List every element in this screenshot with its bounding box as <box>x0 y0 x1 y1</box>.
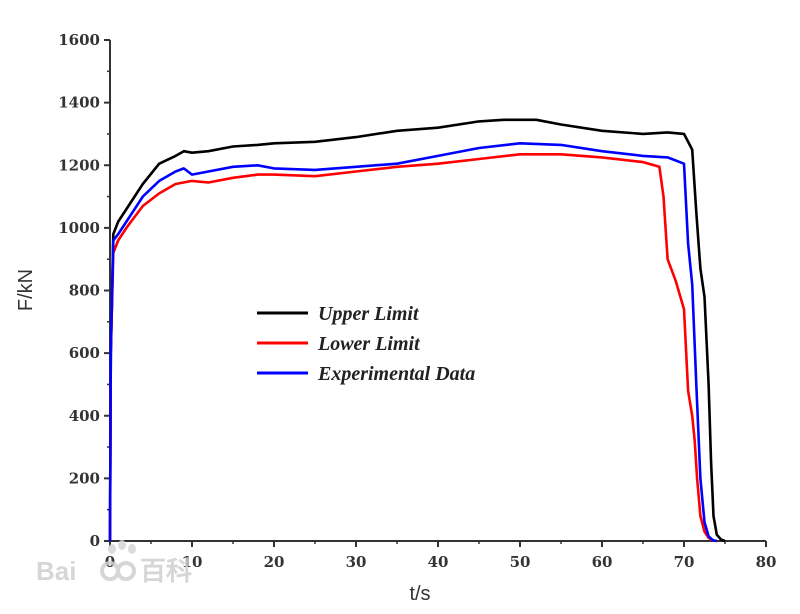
y-tick-label: 1200 <box>58 156 100 174</box>
y-axis-ticks: 0 200 400 600 800 1000 1200 1400 1600 <box>58 31 110 550</box>
y-tick-label: 400 <box>69 407 100 425</box>
x-tick-label: 60 <box>592 553 613 571</box>
x-tick-label: 40 <box>428 553 449 571</box>
axes <box>109 40 766 542</box>
y-tick-label: 1000 <box>58 219 100 237</box>
x-axis-ticks: 0 10 20 30 40 50 60 70 80 <box>105 541 777 571</box>
legend-label-experimental-data: Experimental Data <box>317 363 475 385</box>
legend: Upper Limit Lower Limit Experimental Dat… <box>257 303 475 385</box>
x-tick-label: 80 <box>756 553 777 571</box>
y-tick-label: 0 <box>90 532 100 550</box>
paw-mark-icon <box>100 561 136 581</box>
y-tick-label: 200 <box>69 469 100 487</box>
y-tick-label: 1400 <box>58 94 100 112</box>
series-line-lower-limit <box>108 153 717 543</box>
series-line-experimental-data <box>108 142 718 543</box>
y-tick-label: 800 <box>69 282 100 300</box>
plot-area <box>108 118 726 543</box>
x-tick-label: 50 <box>510 553 531 571</box>
x-tick-label: 20 <box>264 553 285 571</box>
x-axis-label: t/s <box>409 583 430 605</box>
legend-label-lower-limit: Lower Limit <box>317 333 421 355</box>
watermark-cjk: 百科 <box>140 556 192 586</box>
y-axis-label: F/kN <box>15 269 37 311</box>
x-tick-label: 70 <box>674 553 695 571</box>
y-tick-label: 600 <box>69 344 100 362</box>
legend-label-upper-limit: Upper Limit <box>318 303 420 325</box>
x-tick-label: 30 <box>346 553 367 571</box>
watermark-latin: Bai <box>36 556 76 586</box>
y-tick-label: 1600 <box>58 31 100 49</box>
paw-icon <box>108 540 136 554</box>
baidu-baike-watermark: Bai 百科 <box>36 540 192 586</box>
x-tick-label: 10 <box>182 553 203 571</box>
series-line-upper-limit <box>108 118 726 543</box>
